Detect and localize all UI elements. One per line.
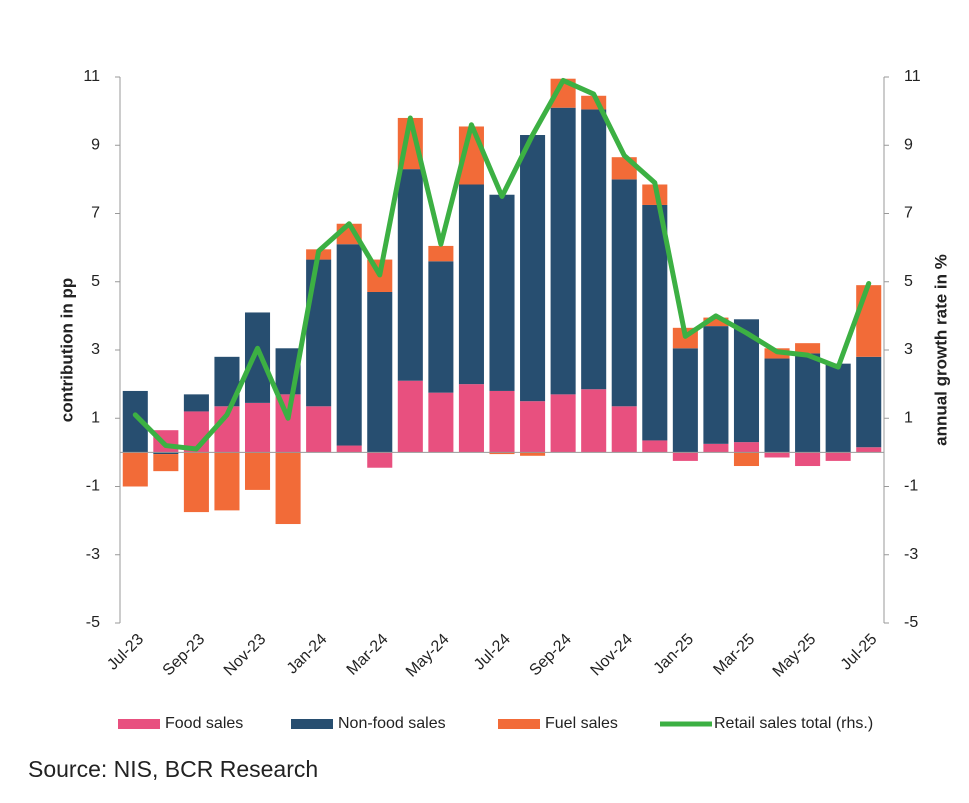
y2-tick-label: -3 [904, 546, 918, 563]
bar-segment [672, 348, 698, 453]
bar-segment [367, 291, 393, 453]
y2-tick-label: 3 [904, 341, 913, 358]
x-tick-label: May-25 [770, 631, 820, 681]
y2-tick-label: 7 [904, 205, 913, 222]
bar-segment [428, 245, 454, 262]
bar-segment [764, 358, 790, 453]
bar-segment [244, 312, 271, 403]
line-series [132, 77, 872, 452]
bar-segment [581, 109, 607, 390]
y2-tick-label: 11 [904, 68, 921, 85]
bar-segment [642, 440, 668, 453]
bar-segment [183, 394, 209, 412]
bar-segment [214, 452, 240, 511]
bar-segment [458, 184, 484, 385]
bar-segment [581, 389, 607, 453]
bar-segment [795, 452, 821, 467]
bar-segment [611, 406, 637, 453]
legend-label: Food sales [165, 715, 243, 732]
x-tick-label: Jul-23 [104, 631, 147, 674]
legend-label: Fuel sales [545, 715, 618, 732]
bar-segment [672, 452, 698, 461]
bar-segment [856, 285, 882, 357]
y2-axis-title: annual growth rate in % [931, 254, 950, 446]
bar-segment [122, 452, 148, 487]
bar-segment [306, 406, 332, 453]
bar-segment [856, 447, 882, 453]
y-tick-label: -3 [86, 546, 100, 563]
bar-segment [550, 394, 576, 453]
bar-segment [642, 204, 668, 441]
x-tick-label: Jan-25 [651, 631, 698, 678]
bar-segment [397, 380, 423, 453]
bar-segment [153, 454, 179, 472]
y-tick-label: -1 [86, 478, 100, 495]
bar-segment [183, 452, 209, 513]
bar-segment [489, 194, 515, 391]
bar-segment [795, 353, 821, 453]
y-tick-label: 5 [91, 273, 100, 290]
x-tick-label: Jan-24 [284, 631, 331, 678]
bar-segment [458, 384, 484, 453]
bar-segment [611, 179, 637, 407]
legend-label: Non-food sales [338, 715, 446, 732]
y2-tick-label: -1 [904, 478, 918, 495]
x-tick-label: Sep-23 [160, 631, 209, 680]
bar-segment [703, 317, 729, 327]
bar-segment [306, 259, 332, 407]
bar-segment [550, 107, 576, 395]
bar-segment [703, 326, 729, 444]
y2-tick-label: 1 [904, 409, 913, 426]
y-tick-label: 1 [91, 409, 100, 426]
y-tick-label: -5 [86, 614, 100, 631]
x-tick-label: Jul-24 [471, 631, 514, 674]
y2-tick-label: 9 [904, 136, 913, 153]
legend-swatch [498, 719, 540, 729]
bar-segment [428, 261, 454, 393]
bar-segment [856, 356, 882, 448]
bar-segment [244, 402, 271, 453]
y-axis-title: contribution in pp [57, 278, 76, 422]
x-tick-label: Jul-25 [838, 631, 881, 674]
bar-segment [703, 443, 729, 453]
bar-segment [397, 169, 423, 381]
bar-segment [795, 343, 821, 354]
x-tick-label: May-24 [403, 631, 453, 681]
bar-segment [733, 452, 760, 467]
bar-segment [428, 392, 454, 453]
bar-segment [825, 452, 851, 461]
bar-segment [367, 452, 393, 468]
x-tick-label: Sep-24 [526, 631, 575, 680]
bar-segment [520, 401, 546, 453]
bar-segment [520, 135, 546, 402]
x-tick-label: Mar-25 [710, 631, 758, 679]
y-tick-label: 7 [91, 205, 100, 222]
bar-segment [336, 244, 362, 446]
y-tick-label: 3 [91, 341, 100, 358]
bar-segment [520, 452, 546, 456]
y-tick-label: 11 [83, 68, 100, 85]
bar-segment [244, 452, 271, 490]
x-tick-label: Nov-23 [221, 631, 270, 680]
legend-label: Retail sales total (rhs.) [714, 715, 873, 732]
bar-segment [489, 390, 515, 453]
legend-swatch [118, 719, 160, 729]
legend-swatch [291, 719, 333, 729]
bar-segment [275, 452, 301, 525]
x-tick-label: Nov-24 [588, 631, 637, 680]
bar-segment [153, 452, 179, 455]
y-tick-label: 9 [91, 136, 100, 153]
bar-segment [825, 363, 851, 453]
y2-tick-label: -5 [904, 614, 918, 631]
bar-segment [733, 442, 760, 453]
bar-segment [336, 445, 362, 453]
bar-segment [489, 452, 515, 455]
x-tick-label: Mar-24 [344, 631, 392, 679]
source-note: Source: NIS, BCR Research [28, 756, 318, 782]
y2-tick-label: 5 [904, 273, 913, 290]
bar-segment [764, 452, 790, 458]
